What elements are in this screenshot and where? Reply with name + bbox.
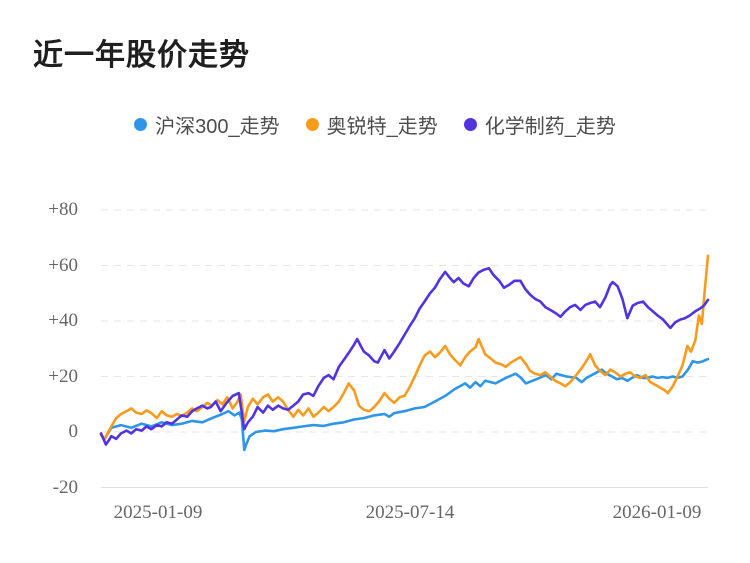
legend-dot-icon — [305, 118, 319, 131]
x-axis-label: 2025-01-09 — [113, 502, 203, 523]
chart-legend: 沪深300_走势 奥锐特_走势 化学制药_走势 — [0, 110, 750, 139]
y-axis-label: 0 — [68, 421, 79, 442]
legend-item-aoruite[interactable]: 奥锐特_走势 — [305, 110, 438, 139]
series-line-奥锐特_走势 — [99, 254, 710, 441]
legend-label: 化学制药_走势 — [484, 116, 616, 138]
x-axis-label: 2025-07-14 — [365, 502, 455, 523]
legend-dot-icon — [134, 118, 148, 131]
legend-label: 沪深300_走势 — [155, 116, 280, 138]
legend-item-hushen300[interactable]: 沪深300_走势 — [134, 110, 280, 139]
x-axis-label: 2026-01-09 — [612, 502, 702, 523]
legend-label: 奥锐特_走势 — [326, 116, 438, 138]
y-axis-label: +40 — [48, 310, 78, 331]
legend-item-huaxuezhiyao[interactable]: 化学制药_走势 — [463, 110, 616, 139]
page-title: 近一年股价走势 — [33, 39, 250, 72]
y-axis-label: +20 — [48, 365, 78, 387]
legend-dot-icon — [463, 118, 477, 131]
y-axis-label: +80 — [48, 199, 78, 220]
y-axis-label: +60 — [48, 254, 78, 276]
series-line-沪深300_走势 — [99, 357, 710, 452]
series-line-化学制药_走势 — [99, 266, 710, 446]
y-axis-label: -20 — [52, 476, 78, 498]
